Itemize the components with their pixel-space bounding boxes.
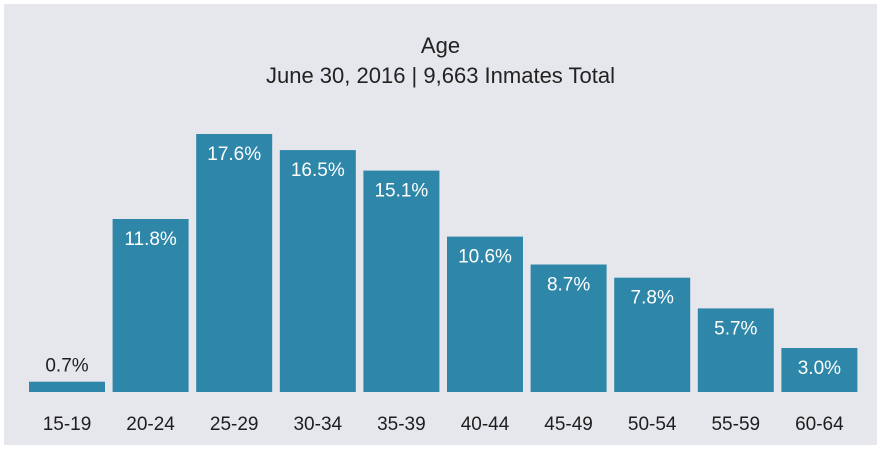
bar-50-54 <box>614 277 691 392</box>
bar-60-64 <box>781 348 858 392</box>
value-labels-group: 0.7% 11.8% 17.6% 16.5% 15.1% 10.6% 8.7% 7.8% 5.7… <box>45 144 841 379</box>
value-label-50-54: 7.8% <box>631 288 674 309</box>
value-label-25-29: 17.6% <box>207 144 261 165</box>
x-tick-label-15-19: 15-19 <box>43 414 92 435</box>
x-tick-labels-group: 15-19 20-24 25-29 30-34 35-39 40-44 45-49 50-54… <box>43 414 844 435</box>
bars-group <box>29 134 858 392</box>
bar-40-44 <box>447 236 523 392</box>
x-tick-label-60-64: 60-64 <box>795 414 844 435</box>
value-label-35-39: 15.1% <box>374 181 428 202</box>
bar-20-24 <box>112 219 189 392</box>
bar-45-49 <box>530 264 607 392</box>
bar-30-34 <box>279 150 356 392</box>
value-label-55-59: 5.7% <box>714 318 757 339</box>
x-tick-label-35-39: 35-39 <box>377 414 426 435</box>
value-label-60-64: 3.0% <box>798 358 841 379</box>
bar-55-59 <box>697 308 774 392</box>
x-tick-label-45-49: 45-49 <box>544 414 593 435</box>
x-tick-label-25-29: 25-29 <box>210 414 259 435</box>
value-label-20-24: 11.8% <box>124 229 177 250</box>
value-label-45-49: 8.7% <box>547 275 590 296</box>
value-label-15-19: 0.7% <box>45 356 88 377</box>
value-label-30-34: 16.5% <box>291 160 345 181</box>
bar-15-19 <box>29 381 105 392</box>
chart-title: Age <box>420 33 461 58</box>
x-tick-label-30-34: 30-34 <box>293 414 342 435</box>
x-tick-label-50-54: 50-54 <box>628 414 677 435</box>
bar-35-39 <box>363 170 440 392</box>
x-tick-label-40-44: 40-44 <box>461 414 510 435</box>
bar-25-29 <box>196 134 273 392</box>
chart-subtitle: June 30, 2016 | 9,663 Inmates Total <box>265 63 615 88</box>
value-label-40-44: 10.6% <box>458 247 512 268</box>
x-tick-label-55-59: 55-59 <box>711 414 760 435</box>
x-tick-label-20-24: 20-24 <box>126 414 175 435</box>
